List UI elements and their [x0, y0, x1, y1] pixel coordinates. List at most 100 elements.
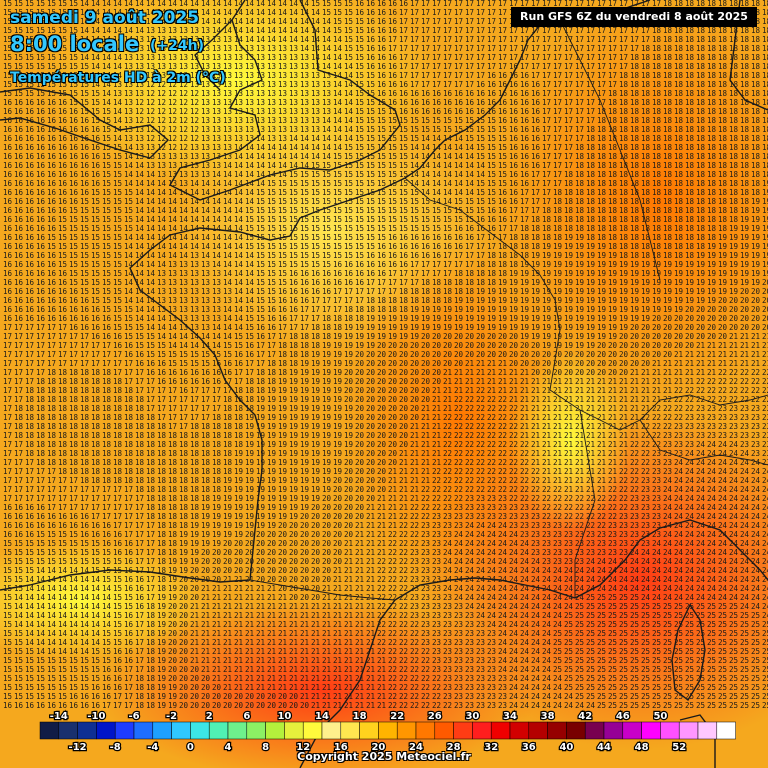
temperature-value: 19 [322, 440, 331, 449]
temperature-value: 18 [410, 287, 420, 296]
temperature-value: 21 [344, 593, 353, 602]
temperature-value: 14 [421, 134, 431, 143]
temperature-value: 20 [223, 539, 233, 548]
temperature-value: 14 [234, 314, 244, 323]
temperature-value: 18 [729, 98, 739, 107]
temperature-value: 13 [212, 143, 221, 152]
temperature-value: 18 [322, 323, 332, 332]
temperature-value: 15 [267, 206, 276, 215]
temperature-value: 20 [366, 458, 376, 467]
temperature-value: 18 [256, 377, 266, 386]
temperature-value: 21 [597, 422, 606, 431]
temperature-value: 17 [80, 332, 89, 341]
temperature-value: 17 [146, 593, 155, 602]
temperature-value: 24 [663, 503, 673, 512]
temperature-value: 18 [652, 35, 662, 44]
temperature-value: 15 [234, 332, 243, 341]
temperature-value: 23 [619, 521, 628, 530]
temperature-value: 21 [575, 449, 584, 458]
temperature-value: 18 [575, 170, 585, 179]
temperature-value: 24 [729, 530, 739, 539]
temperature-value: 17 [476, 26, 485, 35]
temperature-value: 16 [454, 107, 464, 116]
temperature-value: 16 [91, 152, 101, 161]
temperature-value: 17 [542, 53, 551, 62]
temperature-value: 16 [399, 89, 409, 98]
temperature-value: 14 [36, 611, 46, 620]
temperature-value: 17 [498, 53, 507, 62]
temperature-value: 20 [344, 503, 354, 512]
temperature-value: 17 [432, 71, 441, 80]
temperature-value: 18 [102, 368, 112, 377]
temperature-value: 17 [454, 17, 463, 26]
temperature-value: 24 [718, 467, 728, 476]
temperature-value: 18 [190, 494, 200, 503]
temperature-value: 23 [751, 422, 760, 431]
temperature-value: 14 [113, 71, 123, 80]
temperature-value: 24 [465, 602, 475, 611]
temperature-value: 17 [3, 368, 12, 377]
temperature-value: 17 [608, 80, 617, 89]
temperature-value: 16 [47, 206, 57, 215]
temperature-value: 16 [47, 161, 57, 170]
temperature-value: 19 [586, 296, 595, 305]
temperature-value: 21 [223, 602, 232, 611]
temperature-value: 18 [718, 215, 728, 224]
temperature-value: 22 [476, 440, 485, 449]
temperature-value: 14 [234, 26, 244, 35]
temperature-value: 17 [113, 368, 122, 377]
temperature-value: 13 [190, 287, 199, 296]
temperature-value: 25 [619, 602, 628, 611]
temperature-value: 18 [619, 179, 629, 188]
temperature-value: 16 [25, 530, 35, 539]
temperature-value: 14 [91, 620, 101, 629]
temperature-value: 21 [641, 377, 650, 386]
temperature-value: 19 [597, 287, 606, 296]
temperature-value: 24 [487, 602, 497, 611]
temperature-value: 15 [3, 35, 12, 44]
temperature-value: 23 [553, 530, 562, 539]
temperature-value: 19 [300, 404, 309, 413]
temperature-value: 21 [267, 593, 276, 602]
temperature-value: 19 [289, 386, 298, 395]
temperature-value: 17 [135, 620, 144, 629]
temperature-value: 18 [124, 440, 134, 449]
temperature-value: 18 [212, 413, 222, 422]
temperature-value: 22 [377, 575, 386, 584]
temperature-value: 16 [58, 197, 68, 206]
temperature-value: 14 [190, 233, 200, 242]
temperature-value: 14 [102, 44, 112, 53]
temperature-value: 21 [597, 386, 606, 395]
temperature-value: 15 [410, 197, 419, 206]
temperature-value: 13 [223, 152, 232, 161]
temperature-value: 15 [300, 215, 309, 224]
temperature-value: 24 [762, 593, 768, 602]
temperature-value: 19 [322, 377, 331, 386]
temperature-value: 25 [762, 620, 768, 629]
temperature-value: 22 [443, 413, 452, 422]
temperature-value: 18 [729, 197, 739, 206]
temperature-value: 21 [751, 332, 760, 341]
temperature-value: 14 [432, 134, 442, 143]
temperature-value: 17 [421, 53, 430, 62]
temperature-value: 18 [718, 134, 728, 143]
temperature-value: 25 [718, 611, 727, 620]
temperature-value: 16 [14, 521, 24, 530]
temperature-value: 18 [146, 512, 156, 521]
temperature-value: 19 [179, 566, 188, 575]
temperature-value: 16 [531, 89, 541, 98]
temperature-value: 21 [421, 404, 430, 413]
temperature-value: 24 [487, 593, 497, 602]
temperature-value: 13 [300, 107, 309, 116]
temperature-value: 21 [586, 404, 595, 413]
temperature-value: 19 [289, 368, 298, 377]
temperature-value: 16 [69, 161, 79, 170]
temperature-value: 18 [91, 368, 101, 377]
temperature-value: 18 [762, 0, 768, 8]
temperature-value: 16 [14, 134, 24, 143]
temperature-value: 24 [663, 566, 673, 575]
temperature-value: 15 [69, 278, 78, 287]
temperature-value: 20 [707, 332, 717, 341]
temperature-value: 15 [36, 35, 45, 44]
temperature-value: 18 [102, 458, 112, 467]
